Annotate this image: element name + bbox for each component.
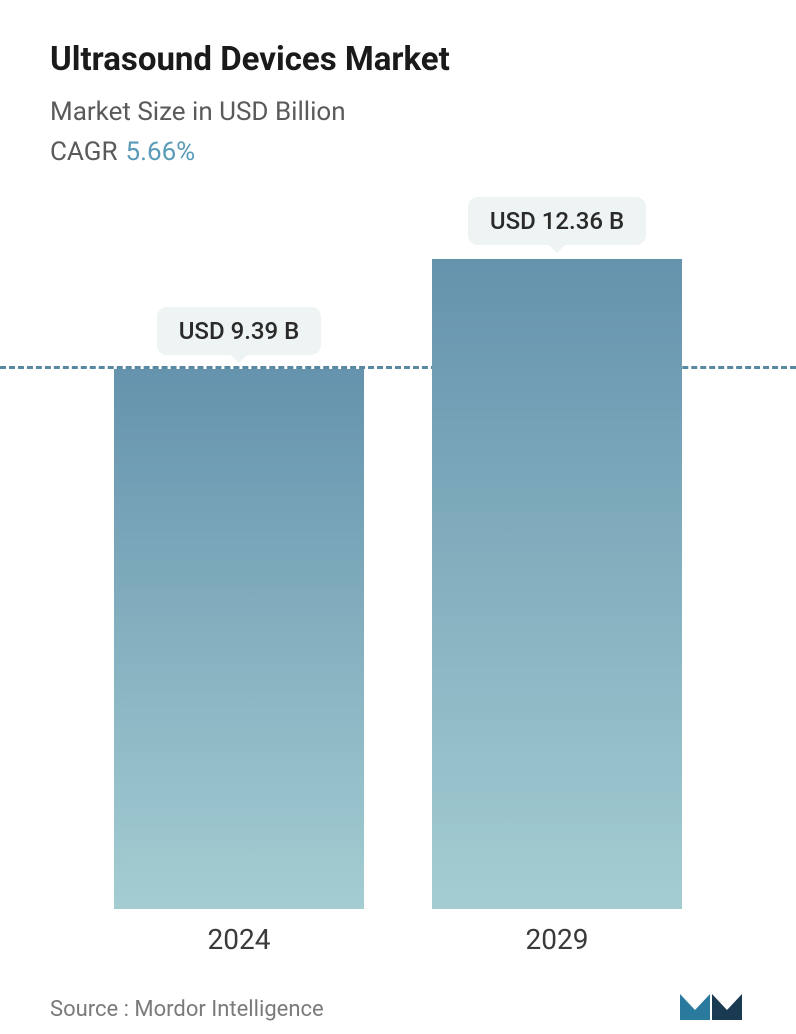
cagr-label: CAGR [50,137,117,167]
cagr-value: 5.66% [125,137,195,167]
bar-1 [432,259,682,909]
mordor-logo-icon [678,982,746,1022]
chart-title: Ultrasound Devices Market [50,40,746,79]
x-label-0: 2024 [114,923,364,956]
chart-plot-area: USD 9.39 B USD 12.36 B [50,197,746,909]
chart-subtitle: Market Size in USD Billion [50,97,746,127]
chart-footer: Source : Mordor Intelligence [50,982,746,1022]
x-label-1: 2029 [432,923,682,956]
bar-group-1: USD 12.36 B [432,197,682,909]
chart-container: Ultrasound Devices Market Market Size in… [0,0,796,1034]
bar-group-0: USD 9.39 B [114,307,364,909]
source-text: Source : Mordor Intelligence [50,997,324,1022]
bar-0 [114,369,364,909]
x-axis-labels: 2024 2029 [50,909,746,956]
bar-value-label-1: USD 12.36 B [468,197,646,245]
cagr-line: CAGR 5.66% [50,137,746,167]
bar-value-label-0: USD 9.39 B [157,307,322,355]
